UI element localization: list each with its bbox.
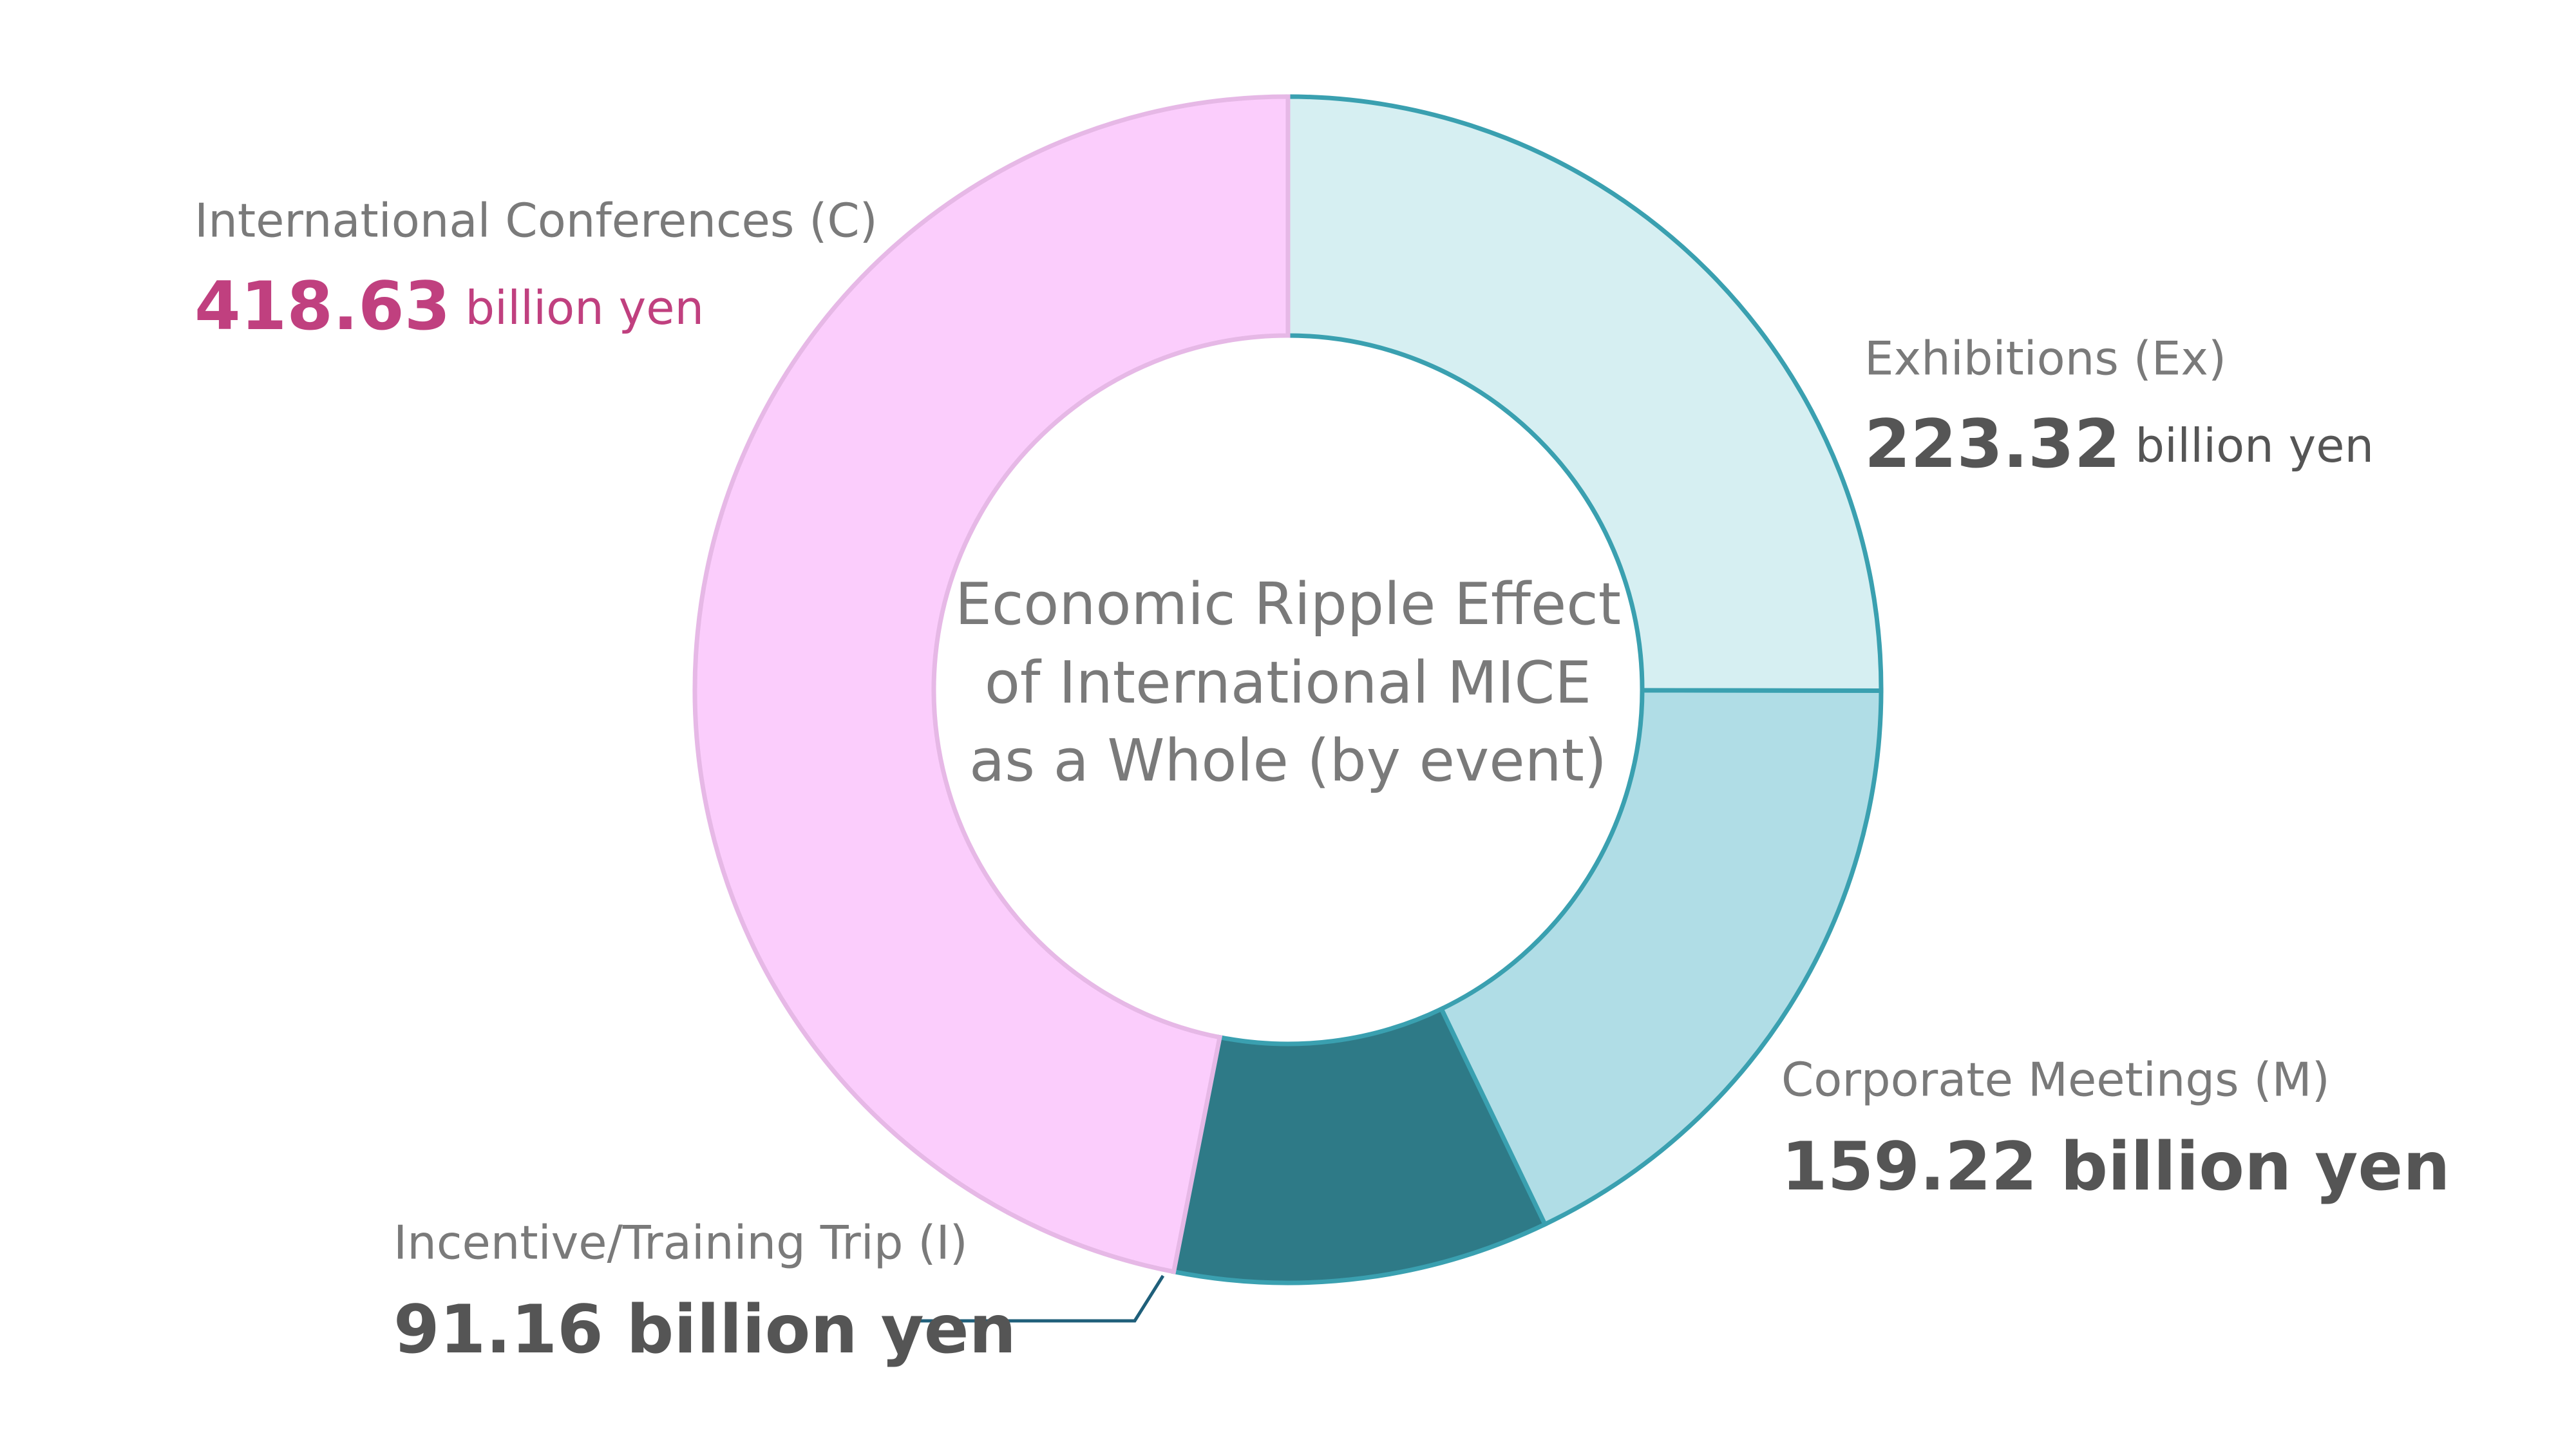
value-label: 159.22 billion yen	[1781, 1128, 2450, 1206]
category-label: Corporate Meetings (M)	[1781, 1053, 2330, 1107]
value-label: 223.32 billion yen	[1864, 406, 2374, 483]
value-label: 418.63 billion yen	[194, 268, 704, 345]
category-label: Exhibitions (Ex)	[1864, 332, 2226, 386]
slice	[1285, 94, 1884, 694]
leader-line	[911, 1274, 1165, 1323]
chart-title: Economic Ripple Effect	[955, 571, 1621, 638]
chart-title: as a Whole (by event)	[969, 727, 1607, 795]
slice	[1438, 688, 1884, 1227]
slice	[692, 94, 1291, 1274]
category-label: Incentive/Training Trip (I)	[393, 1216, 968, 1270]
chart-title: of International MICE	[985, 649, 1591, 717]
value-label: 91.16 billion yen	[393, 1291, 1016, 1368]
category-label: International Conferences (C)	[194, 194, 878, 248]
slice	[1171, 1006, 1548, 1285]
donut	[692, 94, 1884, 1285]
